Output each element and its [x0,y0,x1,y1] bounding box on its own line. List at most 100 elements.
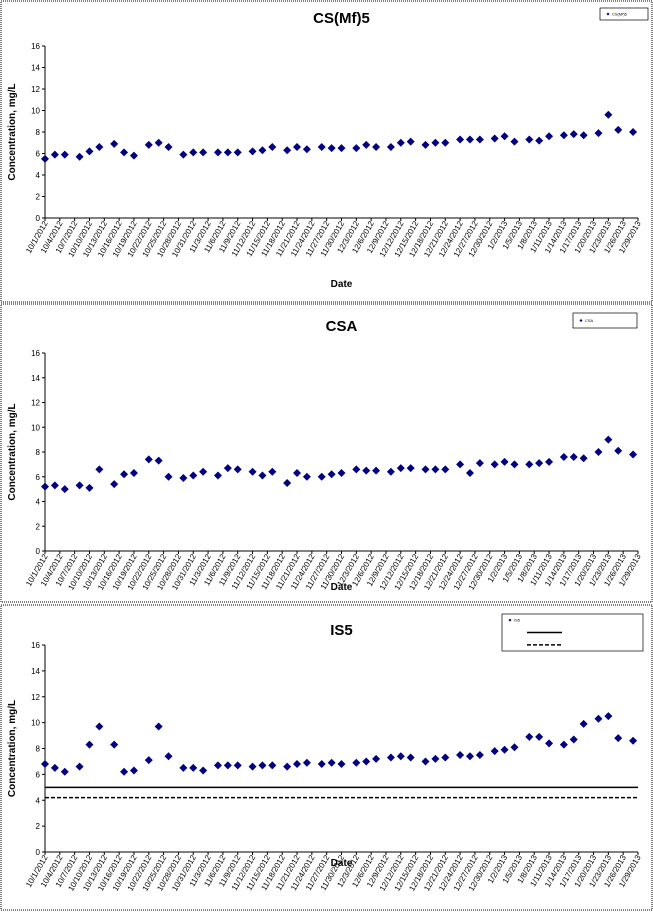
marker [545,132,554,141]
x-axis-title: Date [331,582,353,593]
y-tick-label: 6 [36,770,41,779]
marker [268,143,277,152]
marker [293,469,302,478]
chart-title: IS5 [330,622,353,639]
y-tick-label: 8 [36,128,41,137]
marker [199,467,208,476]
y-tick-label: 2 [36,822,41,831]
marker [396,752,405,761]
y-tick-label: 10 [31,107,40,116]
y-tick-label: 16 [31,349,40,358]
marker [95,722,104,731]
marker [223,761,232,770]
marker [629,450,638,459]
y-tick-label: 4 [36,171,41,180]
marker [179,150,188,159]
marker [317,143,326,152]
marker [164,472,173,481]
marker [327,144,336,153]
y-tick-label: 2 [36,193,41,202]
marker [60,767,69,776]
marker [579,454,588,463]
marker [85,483,94,492]
marker [559,740,568,749]
legend-box [501,613,644,652]
marker [525,732,534,741]
marker [372,143,381,152]
y-tick-label: 16 [31,42,40,51]
marker [129,469,138,478]
y-tick-label: 14 [31,667,40,676]
marker [213,148,222,157]
marker [144,455,153,464]
marker [302,758,311,767]
marker [396,138,405,147]
marker [535,732,544,741]
marker [233,465,242,474]
marker [456,135,465,144]
marker [490,460,499,469]
marker [579,719,588,728]
marker [352,758,361,767]
marker [248,467,257,476]
marker [283,146,292,155]
y-tick-label: 0 [36,214,41,223]
marker [110,740,119,749]
marker [629,128,638,136]
y-tick-label: 8 [36,448,41,457]
marker [41,760,49,769]
marker [456,750,465,759]
y-axis-title: Concentration, mg/L [7,83,18,180]
marker [337,144,346,153]
marker [223,148,232,157]
marker [535,459,544,468]
marker [293,143,302,152]
y-tick-label: 10 [31,423,40,432]
marker [189,471,198,480]
marker [421,140,430,149]
marker [569,130,578,139]
marker [233,148,242,157]
marker [189,148,198,157]
marker [129,766,138,775]
marker [525,135,534,144]
marker [248,147,257,156]
marker [604,712,613,721]
y-tick-label: 4 [36,498,41,507]
legend-marker [579,319,583,322]
marker [199,766,208,775]
marker [396,464,405,473]
y-tick-label: 6 [36,473,41,482]
y-axis-title: Concentration, mg/L [7,403,18,500]
marker [431,138,440,147]
marker [213,471,222,480]
y-tick-label: 0 [36,547,41,556]
y-tick-label: 12 [31,693,40,702]
marker [475,135,484,144]
marker [268,761,277,770]
marker [465,752,474,761]
marker [327,758,336,767]
marker [386,753,395,762]
marker [362,757,371,766]
marker [164,752,173,761]
marker [199,148,208,157]
marker [614,446,623,455]
marker [85,740,94,749]
marker [559,131,568,140]
marker [594,714,603,723]
marker [317,760,326,769]
marker [283,762,292,771]
marker [293,760,302,769]
marker [475,750,484,759]
marker [154,138,163,147]
marker [421,465,430,474]
marker [154,722,163,731]
marker [337,469,346,478]
legend-box [599,7,649,21]
marker [386,143,395,152]
y-tick-label: 10 [31,719,40,728]
marker [372,466,381,475]
